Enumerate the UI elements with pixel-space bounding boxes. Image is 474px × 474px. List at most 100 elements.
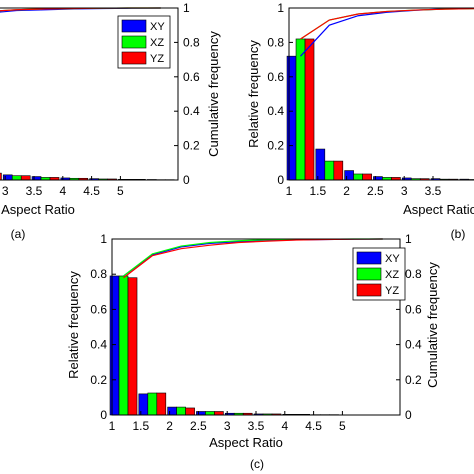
y-tick-label: 0.4 [267, 104, 284, 118]
x-tick-label: 2 [166, 419, 173, 433]
y2-tick-label: 1 [405, 232, 412, 246]
bar-xz [118, 275, 129, 416]
bar-yz [156, 392, 167, 416]
y-axis-label: Relative frequency [66, 271, 81, 379]
y2-tick-label: 1 [183, 1, 190, 15]
panel-label: (b) [451, 227, 466, 241]
y2-tick-label: 0 [183, 173, 190, 187]
y2-axis-label: Cumulative frequency [206, 31, 221, 157]
x-axis-label: Aspect Ratio [403, 202, 474, 217]
x-tick-label: 3.5 [26, 184, 43, 198]
bar-xy [2, 174, 13, 181]
legend-label-xz: XZ [150, 37, 164, 49]
y-tick-label: 0 [277, 173, 284, 187]
x-tick-label: 3 [224, 419, 231, 433]
bar-yz [20, 175, 31, 181]
x-tick-label: 2 [343, 184, 350, 198]
legend-swatch-xy [121, 19, 147, 33]
legend-label-yz: YZ [385, 285, 399, 297]
x-tick-label: 3 [401, 184, 408, 198]
y-tick-label: 1 [100, 232, 107, 246]
x-axis-label: Aspect Ratio [209, 435, 283, 450]
bar-yz [0, 172, 2, 181]
legend-swatch-yz [121, 51, 147, 65]
y-tick-label: 0.6 [267, 70, 284, 84]
bar-yz [333, 160, 344, 181]
y-tick-label: 0 [100, 408, 107, 422]
panel-label: (a) [11, 227, 26, 241]
x-tick-label: 3.5 [248, 419, 265, 433]
y2-tick-label: 0.6 [405, 302, 422, 316]
bar-xz [176, 406, 186, 416]
legend-label-xz: XZ [385, 269, 399, 281]
bar-xy [167, 406, 177, 416]
panel-1: 1 1.5 2 2.5 3 3.5 0 0.2 0.4 0.6 0.8 1 Aspect Ratio Re… [246, 1, 474, 217]
y2-tick-label: 0.2 [183, 139, 200, 153]
cumulative-line-yz [123, 238, 383, 279]
bar-xz [353, 173, 363, 181]
x-tick-label: 1.5 [132, 419, 149, 433]
x-tick-label: 4 [59, 184, 66, 198]
x-tick-label: 5 [117, 184, 124, 198]
y-axis-label: Relative frequency [246, 40, 261, 148]
bar-yz [362, 173, 372, 181]
y2-tick-label: 0.8 [183, 35, 200, 49]
legend-label-xy: XY [150, 21, 165, 33]
y2-tick-label: 0.2 [405, 373, 422, 387]
bar-xy [196, 411, 206, 416]
x-tick-label: 3.5 [425, 184, 442, 198]
bar-xz [205, 411, 215, 416]
y-tick-label: 0.4 [90, 338, 107, 352]
y2-axis-label: Cumulative frequency [425, 262, 440, 388]
y2-tick-label: 0.8 [405, 267, 422, 281]
legend-swatch-xy [356, 251, 382, 265]
panel-label: (c) [250, 457, 264, 471]
cumulative-line-xy [123, 238, 383, 277]
x-tick-label: 5 [339, 419, 346, 433]
bar-yz [214, 411, 224, 416]
bar-yz [185, 407, 195, 416]
legend-label-yz: YZ [150, 53, 164, 65]
y2-tick-label: 0.6 [183, 70, 200, 84]
y-tick-label: 1 [277, 1, 284, 15]
y-tick-label: 0.2 [90, 373, 107, 387]
x-axis-label: Aspect Ratio [1, 202, 75, 217]
panel-0: 3 3.5 4 4.5 5 0 0.2 0.4 0.6 0.8 1 Aspect Ratio Cumul… [0, 1, 221, 217]
bar-xz [324, 160, 335, 181]
bar-xy [315, 148, 326, 181]
y2-tick-label: 0 [405, 408, 412, 422]
y-tick-label: 0.8 [90, 267, 107, 281]
legend-swatch-xz [356, 267, 382, 281]
y-tick-label: 0.2 [267, 139, 284, 153]
y2-tick-label: 0.4 [183, 104, 200, 118]
cumulative-line-xy [300, 7, 474, 57]
x-tick-label: 1 [109, 419, 116, 433]
x-tick-label: 4 [281, 419, 288, 433]
bar-xz [147, 392, 158, 416]
x-tick-label: 3 [2, 184, 9, 198]
x-tick-label: 4.5 [305, 419, 322, 433]
bar-xz [11, 175, 22, 181]
bar-xy [344, 170, 354, 181]
x-tick-label: 1 [286, 184, 293, 198]
bar-xy [286, 55, 297, 181]
bar-xy [138, 393, 149, 416]
bar-xz [295, 38, 306, 181]
bar-xy [109, 275, 120, 416]
bar-xy [373, 176, 383, 181]
y-tick-label: 0.6 [90, 302, 107, 316]
legend-label-xy: XY [385, 253, 400, 265]
panel-2: 1 1.5 2 2.5 3 3.5 4 4.5 500.20.40.60.8100.20.40.… [66, 232, 440, 450]
y2-tick-label: 0.4 [405, 338, 422, 352]
cumulative-line-xz [123, 238, 383, 277]
bar-yz [127, 277, 138, 416]
x-tick-label: 4.5 [83, 184, 100, 198]
x-tick-label: 2.5 [190, 419, 207, 433]
y-tick-label: 0.8 [267, 35, 284, 49]
bar-yz [304, 38, 315, 181]
bar-xy [31, 176, 42, 181]
legend-swatch-xz [121, 35, 147, 49]
x-tick-label: 2.5 [367, 184, 384, 198]
legend-swatch-yz [356, 283, 382, 297]
